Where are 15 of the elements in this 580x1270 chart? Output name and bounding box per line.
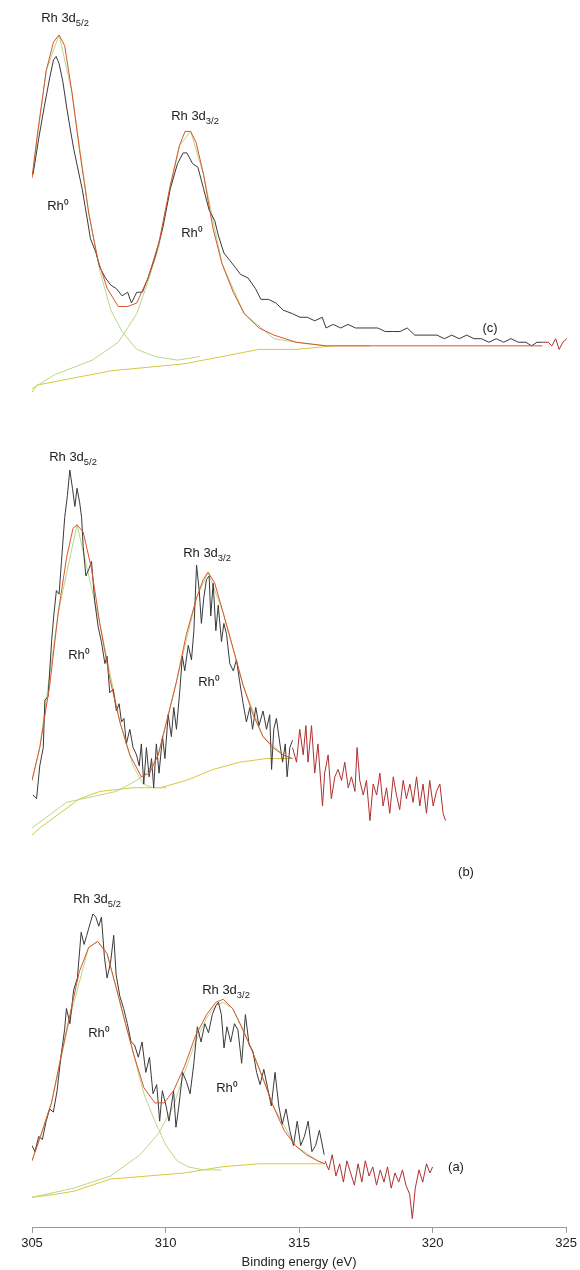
x-tick-label: 305 — [21, 1235, 43, 1251]
x-axis-title: Binding energy (eV) — [241, 1253, 357, 1269]
annotation: Rh⁰ — [181, 225, 203, 240]
x-tick-label: 310 — [154, 1235, 177, 1251]
x-tick-label: 325 — [555, 1235, 578, 1251]
annotation: Rh⁰ — [68, 647, 90, 662]
x-tick-label: 315 — [288, 1235, 310, 1251]
x-tick-label: 320 — [421, 1235, 444, 1251]
annotation: (c) — [482, 320, 498, 335]
annotation: Rh⁰ — [47, 198, 69, 213]
annotation: Rh⁰ — [88, 1025, 110, 1040]
annotation: (a) — [448, 1159, 464, 1174]
annotation: Rh⁰ — [216, 1080, 238, 1095]
text: (b) — [458, 864, 474, 879]
annotation: Rh⁰ — [198, 674, 220, 689]
